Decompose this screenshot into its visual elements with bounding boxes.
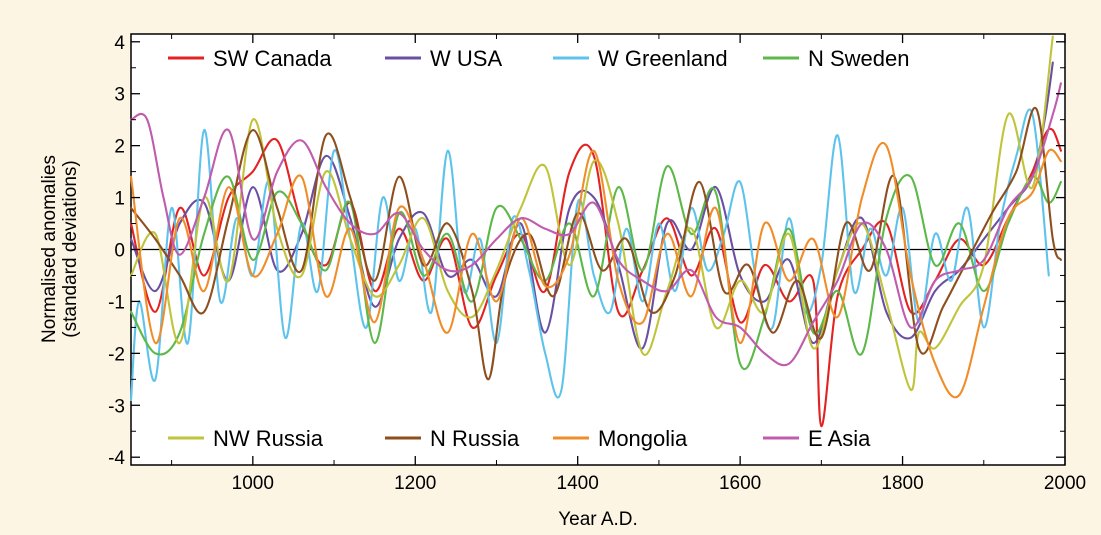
y-axis-label-line1: Normalised anomalies	[39, 155, 60, 343]
legend-label-2: W Greenland	[598, 46, 728, 71]
x-axis-label: Year A.D.	[558, 509, 638, 530]
series-line-7	[129, 82, 1062, 367]
x-tick-label-0: 1000	[232, 473, 274, 494]
y-tick-label-3: -1	[108, 292, 125, 313]
legend-item-1: W USA	[385, 46, 502, 71]
y-tick-label-2: -2	[108, 344, 125, 365]
x-tick-label-1: 1200	[394, 473, 436, 494]
series-layer	[129, 35, 1062, 428]
legend-item-7: E Asia	[763, 426, 871, 451]
legend: SW Canada W USA W Greenland N Sweden NW Russ…	[168, 46, 910, 451]
legend-item-5: N Russia	[385, 426, 520, 451]
legend-item-6: Mongolia	[553, 426, 688, 451]
x-tick-label-4: 1800	[881, 473, 923, 494]
legend-label-3: N Sweden	[808, 46, 910, 71]
legend-label-5: N Russia	[430, 426, 520, 451]
legend-item-0: SW Canada	[168, 46, 332, 71]
ticks-layer: 1000 1200 1400 1600 1800 2000 -4 -3 -2 -1 0 1 2 3 4	[108, 33, 1086, 494]
y-tick-label-4: 0	[114, 241, 125, 262]
legend-item-2: W Greenland	[553, 46, 728, 71]
series-line-2	[129, 108, 1050, 402]
legend-label-6: Mongolia	[598, 426, 688, 451]
y-tick-label-1: -3	[108, 396, 125, 417]
series-line-1	[129, 61, 1054, 350]
y-axis-label-line2: (standard deviations)	[60, 160, 81, 337]
legend-label-7: E Asia	[808, 426, 871, 451]
legend-label-1: W USA	[430, 46, 502, 71]
y-tick-label-0: -4	[108, 448, 125, 469]
series-line-4	[129, 35, 1054, 391]
y-tick-label-5: 1	[114, 189, 125, 210]
x-tick-label-3: 1600	[719, 473, 761, 494]
x-tick-label-5: 2000	[1044, 473, 1086, 494]
x-tick-label-2: 1400	[557, 473, 599, 494]
y-tick-label-7: 3	[114, 85, 125, 106]
legend-label-0: SW Canada	[213, 46, 332, 71]
y-tick-label-6: 2	[114, 137, 125, 158]
series-line-5	[129, 106, 1062, 381]
y-tick-label-8: 4	[114, 33, 125, 54]
legend-item-3: N Sweden	[763, 46, 910, 71]
y-axis-label: Normalised anomalies (standard deviation…	[39, 155, 81, 343]
legend-item-4: NW Russia	[168, 426, 324, 451]
series-line-6	[129, 142, 1062, 399]
legend-label-4: NW Russia	[213, 426, 324, 451]
